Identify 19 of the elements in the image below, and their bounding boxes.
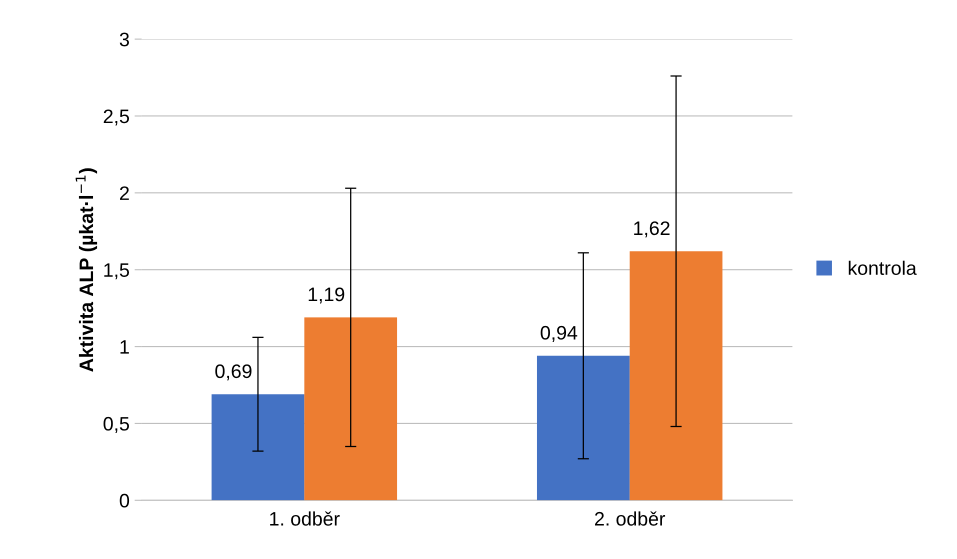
bar bbox=[630, 251, 722, 500]
y-tick-label: 1,5 bbox=[104, 263, 130, 280]
data-label: 0,69 bbox=[215, 364, 252, 380]
bar bbox=[304, 317, 398, 500]
legend-label: kontrola bbox=[848, 260, 917, 275]
y-axis-title: Aktivita ALP (µkat·l$^{−1}$) bbox=[76, 168, 98, 372]
bar bbox=[536, 356, 630, 500]
y-tick-label: 3 bbox=[120, 32, 129, 46]
y-tick-label: 0 bbox=[120, 494, 130, 508]
y-tick-label: 2 bbox=[120, 186, 129, 200]
x-tick-label: 2. odběr bbox=[595, 511, 666, 526]
x-tick-label: 1. odběr bbox=[270, 511, 340, 526]
y-tick-label: 2,5 bbox=[104, 109, 130, 126]
data-label: 0,94 bbox=[540, 326, 578, 342]
data-label: 1,19 bbox=[308, 287, 344, 304]
y-tick-label: 1 bbox=[120, 340, 129, 354]
data-label: 1,62 bbox=[634, 221, 670, 238]
bar bbox=[212, 394, 304, 500]
y-tick-label: 0,5 bbox=[104, 416, 130, 433]
